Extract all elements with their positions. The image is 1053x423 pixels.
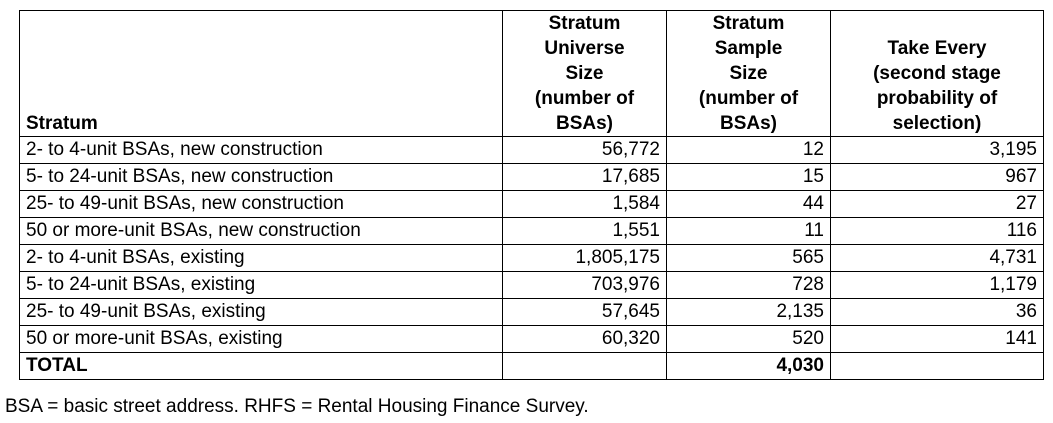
- header-stratum: Stratum: [19, 10, 503, 137]
- universe-cell: 1,584: [502, 190, 667, 218]
- header-take-every: Take Every (second stage probability of …: [830, 10, 1044, 137]
- stratum-cell: 25- to 49-unit BSAs, new construction: [19, 190, 503, 218]
- total-take-every-cell: [830, 352, 1044, 380]
- sample-cell: 11: [666, 217, 831, 245]
- stratum-cell: 2- to 4-unit BSAs, existing: [19, 244, 503, 272]
- table-row: 2- to 4-unit BSAs, existing 1,805,175 56…: [19, 244, 1044, 272]
- stratum-cell: 50 or more-unit BSAs, new construction: [19, 217, 503, 245]
- universe-cell: 703,976: [502, 271, 667, 299]
- header-line: BSAs): [719, 113, 777, 134]
- table-row: 5- to 24-unit BSAs, existing 703,976 728…: [19, 271, 1044, 299]
- header-line: (number of: [698, 88, 799, 109]
- table-row: 5- to 24-unit BSAs, new construction 17,…: [19, 163, 1044, 191]
- universe-cell: 1,551: [502, 217, 667, 245]
- header-sample-size: Stratum Sample Size (number of BSAs): [666, 10, 831, 137]
- stratum-cell: 2- to 4-unit BSAs, new construction: [19, 136, 503, 164]
- table-row: 25- to 49-unit BSAs, existing 57,645 2,1…: [19, 298, 1044, 326]
- universe-cell: 57,645: [502, 298, 667, 326]
- header-line: Universe: [544, 38, 625, 59]
- sample-cell: 520: [666, 325, 831, 353]
- sample-cell: 565: [666, 244, 831, 272]
- footnote: BSA = basic street address. RHFS = Renta…: [5, 396, 589, 417]
- table-row: 50 or more-unit BSAs, new construction 1…: [19, 217, 1044, 245]
- take-every-cell: 27: [830, 190, 1044, 218]
- header-line: Stratum: [26, 113, 98, 134]
- strata-table: Stratum Stratum Universe Size (number of…: [19, 10, 1044, 380]
- take-every-cell: 36: [830, 298, 1044, 326]
- universe-cell: 1,805,175: [502, 244, 667, 272]
- take-every-cell: 4,731: [830, 244, 1044, 272]
- sample-cell: 15: [666, 163, 831, 191]
- take-every-cell: 116: [830, 217, 1044, 245]
- sample-cell: 12: [666, 136, 831, 164]
- stratum-cell: 25- to 49-unit BSAs, existing: [19, 298, 503, 326]
- stratum-cell: 5- to 24-unit BSAs, existing: [19, 271, 503, 299]
- total-label: TOTAL: [19, 352, 503, 380]
- header-line: (number of: [534, 88, 635, 109]
- total-row: TOTAL 4,030: [19, 352, 1044, 380]
- header-row: Stratum Stratum Universe Size (number of…: [19, 10, 1044, 137]
- sample-cell: 44: [666, 190, 831, 218]
- header-line: Sample: [714, 38, 783, 59]
- total-sample-cell: 4,030: [666, 352, 831, 380]
- take-every-cell: 1,179: [830, 271, 1044, 299]
- header-line: selection): [892, 113, 982, 134]
- take-every-cell: 141: [830, 325, 1044, 353]
- stratum-cell: 50 or more-unit BSAs, existing: [19, 325, 503, 353]
- total-universe-cell: [502, 352, 667, 380]
- sample-cell: 728: [666, 271, 831, 299]
- universe-cell: 60,320: [502, 325, 667, 353]
- take-every-cell: 3,195: [830, 136, 1044, 164]
- header-line: BSAs): [555, 113, 613, 134]
- table-row: 25- to 49-unit BSAs, new construction 1,…: [19, 190, 1044, 218]
- header-line: (second stage: [873, 63, 1001, 84]
- universe-cell: 17,685: [502, 163, 667, 191]
- stratum-cell: 5- to 24-unit BSAs, new construction: [19, 163, 503, 191]
- universe-cell: 56,772: [502, 136, 667, 164]
- header-line: probability of: [876, 88, 998, 109]
- table-row: 50 or more-unit BSAs, existing 60,320 52…: [19, 325, 1044, 353]
- header-line: Take Every: [887, 38, 987, 59]
- header-line: Stratum: [548, 13, 621, 34]
- header-line: Size: [565, 63, 604, 84]
- table-row: 2- to 4-unit BSAs, new construction 56,7…: [19, 136, 1044, 164]
- header-line: Size: [729, 63, 768, 84]
- sample-cell: 2,135: [666, 298, 831, 326]
- take-every-cell: 967: [830, 163, 1044, 191]
- header-universe-size: Stratum Universe Size (number of BSAs): [502, 10, 667, 137]
- header-line: Stratum: [712, 13, 785, 34]
